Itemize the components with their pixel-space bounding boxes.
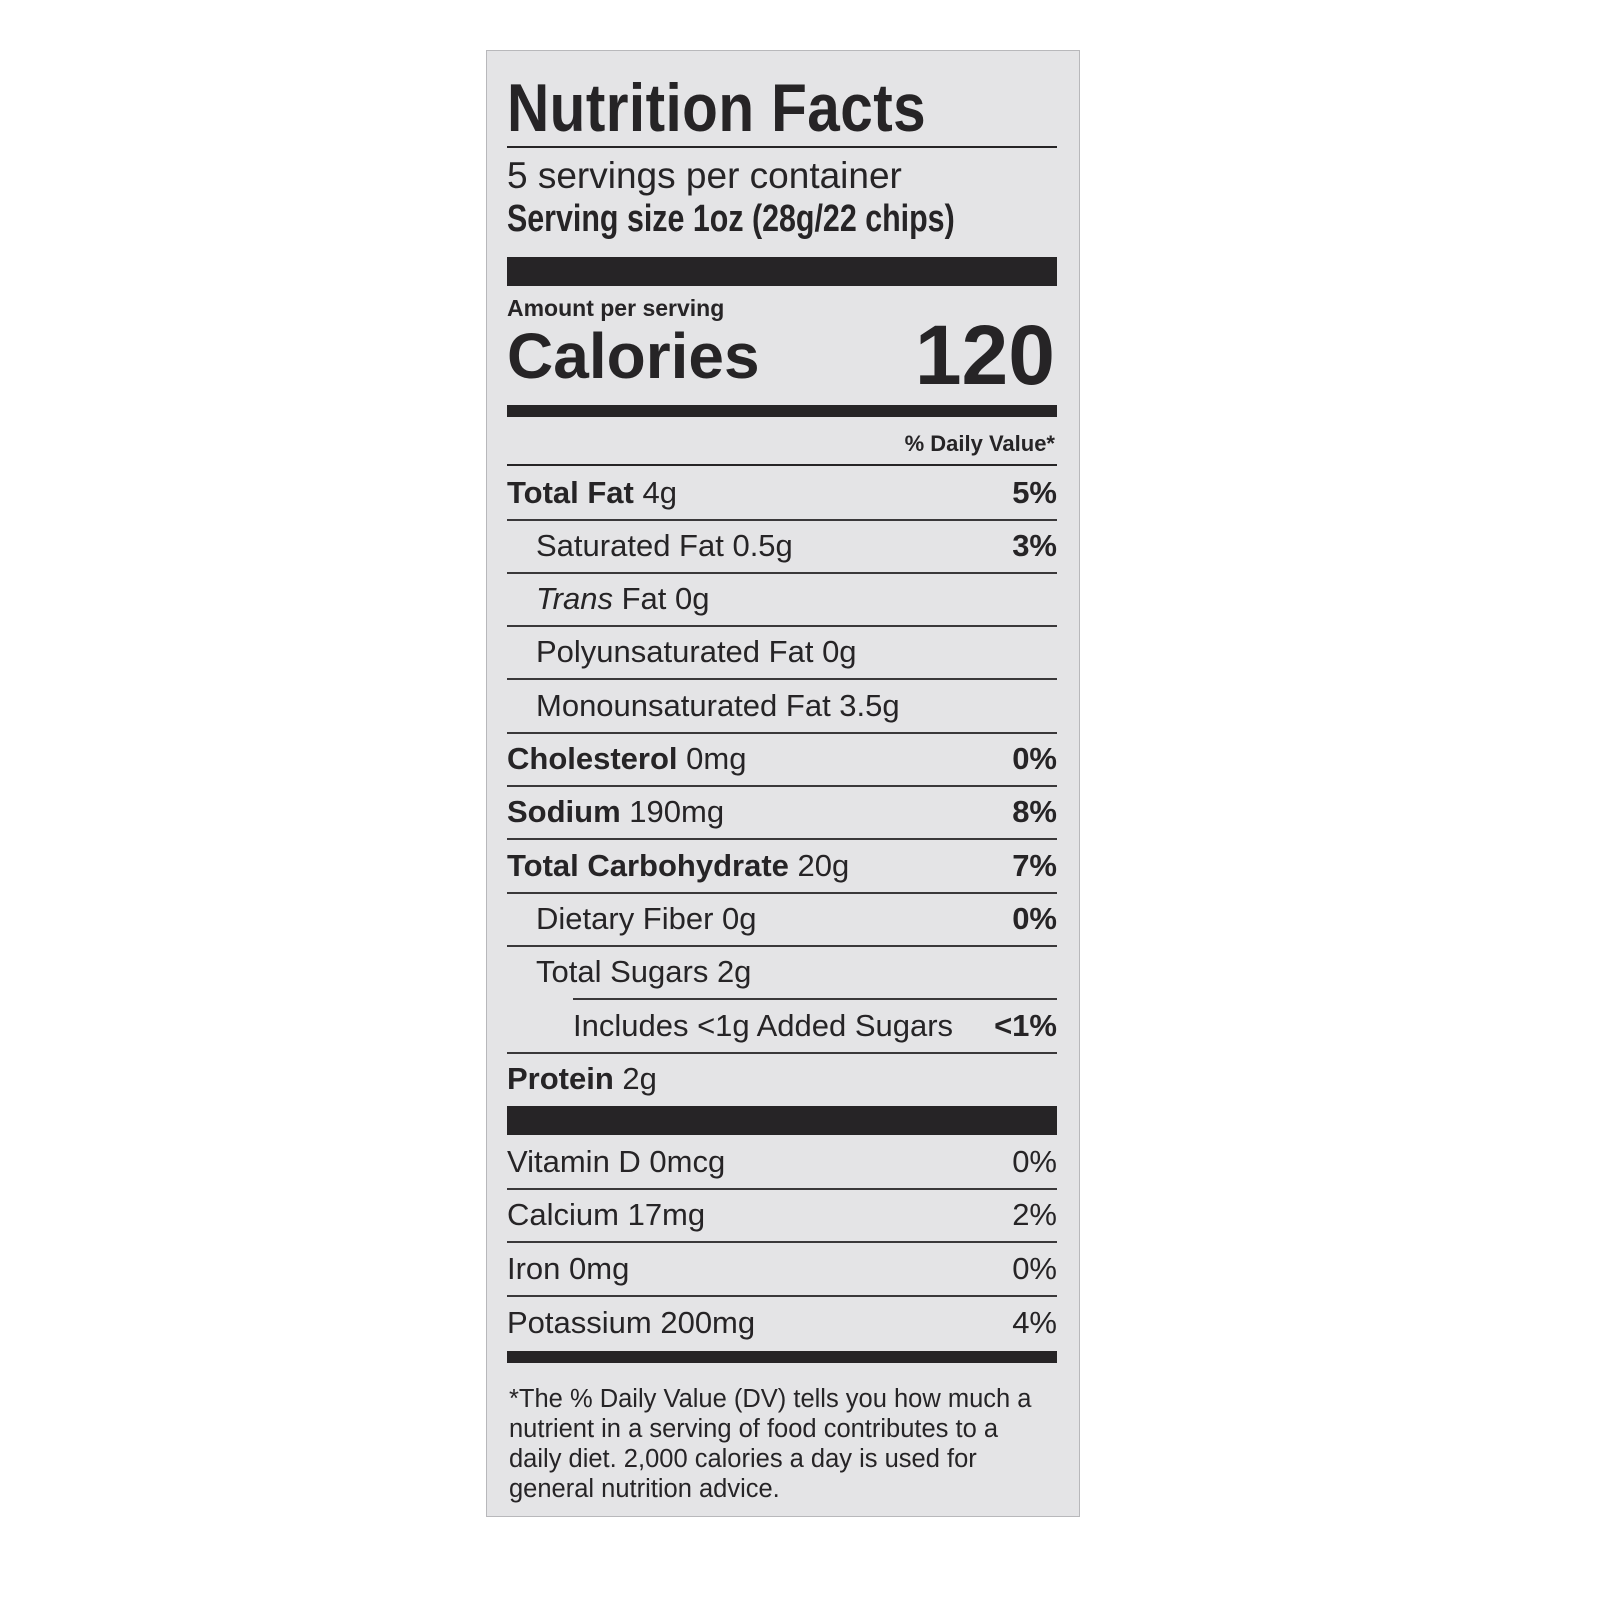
nutrient-daily-value: 0% — [1012, 900, 1057, 936]
serving-size: Serving size 1oz (28g/22 chips) — [507, 198, 955, 240]
row-divider — [507, 944, 1057, 947]
nutrient-bold-name: Protein — [507, 1060, 614, 1096]
row-divider — [507, 625, 1057, 628]
nutrient-name: Total Carbohydrate 20g — [507, 848, 849, 884]
row-divider — [507, 731, 1057, 734]
nutrient-row: Total Fat 4g 5% — [507, 466, 1057, 519]
calories-label: Calories — [507, 320, 760, 392]
nutrient-name: Includes <1g Added Sugars — [573, 1008, 953, 1044]
row-divider — [507, 1051, 1057, 1054]
nutrient-bold-name: Sodium — [507, 794, 621, 830]
nutrient-name: Saturated Fat 0.5g — [536, 528, 793, 564]
vitamin-name: Iron 0mg — [507, 1251, 630, 1287]
nutrient-row: Polyunsaturated Fat 0g — [507, 626, 1057, 679]
row-divider — [507, 1187, 1057, 1190]
nutrient-daily-value: 7% — [1012, 847, 1057, 883]
servings-per-container: 5 servings per container — [507, 155, 902, 196]
vitamin-daily-value: 0% — [1012, 1143, 1057, 1179]
nutrient-amount: 0.5g — [723, 527, 793, 563]
nutrient-name: Trans Fat 0g — [536, 581, 709, 617]
nutrient-name-text: Includes <1g Added Sugars — [573, 1007, 954, 1043]
nutrient-row: Includes <1g Added Sugars <1% — [507, 999, 1057, 1052]
vitamin-name: Vitamin D 0mcg — [507, 1143, 726, 1179]
nutrient-name-text: Total Sugars — [536, 954, 709, 990]
nutrient-amount: 190mg — [620, 794, 725, 830]
nutrient-name: Polyunsaturated Fat 0g — [536, 634, 857, 670]
vitamin-name: Calcium 17mg — [507, 1197, 706, 1233]
row-divider — [507, 1295, 1057, 1298]
divider-thick — [507, 1106, 1057, 1135]
nutrient-amount: 0g — [713, 900, 757, 936]
vitamin-row: Potassium 200mg 4% — [507, 1296, 1057, 1349]
divider-thin — [507, 146, 1057, 148]
nutrient-name-text: Saturated Fat — [536, 527, 724, 563]
nutrient-bold-name: Total Fat — [507, 474, 634, 510]
nutrient-row: Monounsaturated Fat 3.5g — [507, 679, 1057, 732]
nutrient-daily-value: <1% — [994, 1007, 1057, 1043]
nutrient-name: Total Sugars 2g — [536, 954, 751, 990]
calories-value: 120 — [914, 308, 1055, 402]
nutrient-row: Dietary Fiber 0g 0% — [507, 892, 1057, 945]
nutrient-daily-value: 5% — [1012, 474, 1057, 510]
nutrient-row: Sodium 190mg 8% — [507, 786, 1057, 839]
vitamin-daily-value: 2% — [1012, 1197, 1057, 1233]
nutrient-name: Sodium 190mg — [507, 794, 724, 830]
row-divider — [507, 785, 1057, 787]
row-divider — [573, 998, 1057, 1001]
row-divider — [507, 518, 1057, 521]
nutrition-facts-label: Nutrition Facts 5 servings per container… — [486, 50, 1080, 1517]
nutrient-bold-name: Total Carbohydrate — [507, 847, 789, 883]
nutrient-daily-value: 8% — [1012, 794, 1057, 830]
label-title: Nutrition Facts — [507, 70, 927, 146]
nutrient-amount: 4g — [633, 474, 677, 510]
vitamin-name: Potassium 200mg — [507, 1304, 756, 1340]
nutrient-name: Dietary Fiber 0g — [536, 901, 757, 937]
nutrient-name-text: Dietary Fiber — [536, 900, 714, 936]
nutrient-name-text: Polyunsaturated Fat — [536, 634, 814, 670]
nutrient-name: Monounsaturated Fat 3.5g — [536, 688, 900, 724]
nutrient-row: Protein 2g — [507, 1052, 1057, 1105]
divider-thin — [507, 464, 1057, 466]
daily-value-header: % Daily Value* — [904, 431, 1055, 456]
nutrient-amount: 0g — [813, 634, 857, 670]
row-divider — [507, 678, 1057, 681]
nutrient-amount: 0g — [666, 581, 710, 617]
vitamin-daily-value: 4% — [1012, 1304, 1057, 1340]
divider-medium — [507, 1351, 1057, 1363]
nutrient-bold-name: Cholesterol — [507, 741, 678, 776]
nutrient-amount: 20g — [788, 847, 850, 883]
nutrient-amount: 3.5g — [830, 687, 900, 723]
nutrient-name: Cholesterol 0mg — [507, 741, 746, 777]
divider-medium — [507, 405, 1057, 417]
nutrient-name-text: Monounsaturated Fat — [536, 687, 831, 723]
nutrient-row: Saturated Fat 0.5g 3% — [507, 519, 1057, 572]
vitamin-daily-value: 0% — [1012, 1251, 1057, 1287]
vitamin-row: Calcium 17mg 2% — [507, 1189, 1057, 1242]
nutrient-amount: 2g — [708, 954, 752, 990]
divider-thick — [507, 257, 1057, 286]
nutrient-row: Cholesterol 0mg 0% — [507, 733, 1057, 786]
footnote: *The % Daily Value (DV) tells you how mu… — [509, 1385, 1032, 1503]
row-divider — [507, 1241, 1057, 1244]
row-divider — [507, 891, 1057, 894]
row-divider — [507, 838, 1057, 841]
nutrient-row: Total Sugars 2g — [507, 946, 1057, 999]
nutrient-daily-value: 0% — [1012, 741, 1057, 776]
nutrient-name: Total Fat 4g — [507, 475, 677, 511]
vitamin-row: Vitamin D 0mcg 0% — [507, 1135, 1057, 1188]
nutrient-amount: 0mg — [677, 741, 747, 776]
nutrient-name-rest: Fat — [612, 581, 667, 617]
vitamin-row: Iron 0mg 0% — [507, 1243, 1057, 1296]
nutrient-name-text: Trans — [536, 581, 613, 617]
amount-per-serving: Amount per serving — [507, 295, 725, 321]
row-divider — [507, 571, 1057, 574]
nutrient-daily-value: 3% — [1012, 527, 1057, 563]
nutrient-amount: 2g — [613, 1060, 657, 1096]
nutrient-name: Protein 2g — [507, 1061, 657, 1097]
nutrient-row: Trans Fat 0g — [507, 573, 1057, 626]
nutrient-row: Total Carbohydrate 20g 7% — [507, 839, 1057, 892]
